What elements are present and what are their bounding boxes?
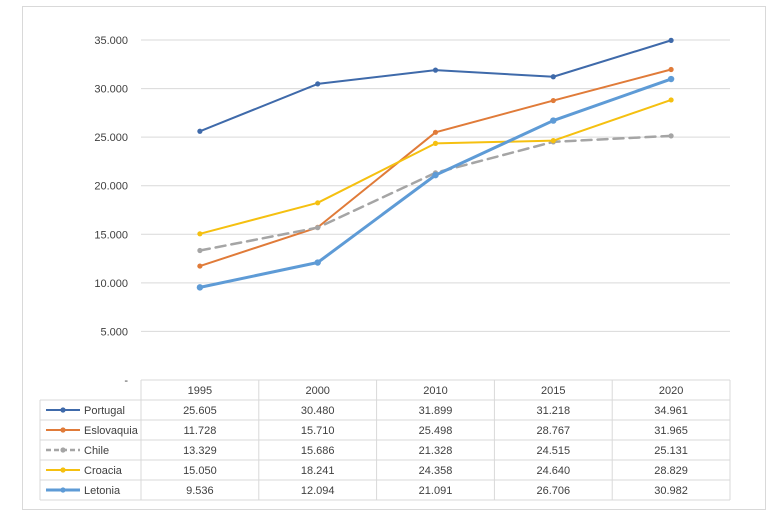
data-point: [432, 129, 439, 135]
data-point: [667, 75, 675, 83]
legend-key-marker: [60, 407, 66, 413]
data-label: 18.241: [301, 465, 335, 477]
data-label: 13.329: [183, 445, 217, 457]
legend-entry: Portugal: [84, 405, 125, 417]
data-point: [550, 117, 557, 124]
data-label: 24.358: [419, 465, 453, 477]
data-point: [197, 263, 203, 269]
legend-key-marker: [60, 487, 66, 493]
data-label: 31.899: [419, 405, 453, 417]
data-point: [668, 133, 674, 139]
data-point: [315, 225, 321, 231]
chart-frame: [22, 6, 766, 510]
data-label: 15.710: [301, 425, 335, 437]
data-label: 30.480: [301, 405, 335, 417]
data-point: [315, 81, 321, 87]
y-tick-label: 15.000: [94, 229, 128, 241]
data-label: 12.094: [301, 485, 335, 497]
x-category-label: 2015: [541, 385, 565, 397]
data-point: [197, 247, 203, 254]
data-label: 34.961: [654, 405, 688, 417]
x-category-label: 2020: [659, 385, 683, 397]
legend-entry: Croacia: [84, 465, 123, 477]
legend-entry: Chile: [84, 445, 109, 457]
data-point: [668, 37, 674, 43]
data-point: [668, 66, 674, 73]
data-label: 26.706: [536, 485, 570, 497]
data-label: 28.767: [536, 425, 570, 437]
y-tick-label: 35.000: [94, 35, 128, 47]
y-tick-label: 25.000: [94, 132, 128, 144]
legend-key-marker: [60, 447, 66, 453]
data-point: [668, 97, 674, 103]
data-label: 25.605: [183, 405, 217, 417]
data-label: 15.050: [183, 465, 217, 477]
data-label: 24.515: [536, 445, 570, 457]
data-label: 21.091: [419, 485, 453, 497]
data-label: 28.829: [654, 465, 688, 477]
y-tick-label: 5.000: [100, 326, 128, 338]
data-point: [314, 259, 321, 266]
x-category-label: 1995: [188, 385, 212, 397]
data-point: [315, 200, 321, 206]
data-point: [432, 67, 439, 73]
data-point: [432, 140, 439, 146]
series-line-chile: [198, 134, 673, 252]
data-point: [550, 138, 556, 144]
data-label: 15.686: [301, 445, 335, 457]
data-label: 21.328: [419, 445, 453, 457]
y-tick-label: 30.000: [94, 84, 128, 96]
data-point: [197, 231, 203, 237]
legend-entry: Letonia: [84, 485, 121, 497]
data-point: [550, 97, 556, 104]
data-label: 9.536: [186, 485, 214, 497]
data-point: [432, 171, 439, 179]
data-label: 25.498: [419, 425, 453, 437]
y-tick-label: 10.000: [94, 278, 128, 290]
data-label: 31.965: [654, 425, 688, 437]
legend-entry: Eslovaquia: [84, 425, 139, 437]
legend-key-marker: [60, 427, 66, 433]
y-tick-label: 20.000: [94, 181, 128, 193]
data-label: 30.982: [654, 485, 688, 497]
series-line-letonia: [198, 77, 673, 289]
data-label: 31.218: [536, 405, 570, 417]
series-line-portugal: [198, 39, 673, 133]
data-point: [550, 74, 556, 80]
data-label: 24.640: [536, 465, 570, 477]
legend-key-marker: [60, 467, 66, 473]
x-category-label: 2000: [305, 385, 329, 397]
data-point: [196, 284, 204, 291]
series-line-croacia: [198, 98, 673, 235]
data-label: 25.131: [654, 445, 688, 457]
y-tick-label: -: [124, 375, 128, 387]
data-point: [197, 128, 203, 134]
data-label: 11.728: [183, 425, 216, 437]
x-category-label: 2010: [423, 385, 447, 397]
